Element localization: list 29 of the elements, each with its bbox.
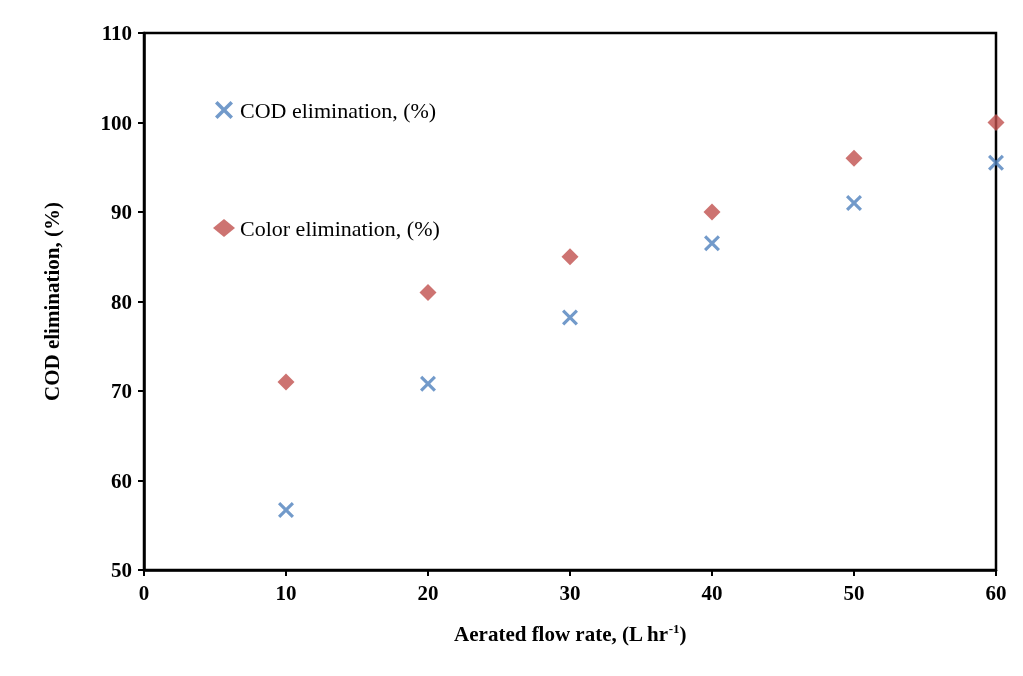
y-tick-label: 50 bbox=[111, 558, 132, 582]
legend-label: Color elimination, (%) bbox=[240, 215, 440, 241]
x-tick-label: 60 bbox=[985, 580, 1007, 605]
y-tick-label: 90 bbox=[111, 200, 132, 224]
point bbox=[420, 375, 436, 392]
point bbox=[846, 195, 862, 212]
y-tick-label: 80 bbox=[111, 289, 132, 314]
x-tick-label: 0 bbox=[138, 580, 150, 605]
x-tick-label: 20 bbox=[417, 580, 439, 605]
y-tick-label: 110 bbox=[101, 21, 132, 45]
y-axis-title: COD elimination, (%) bbox=[39, 202, 64, 401]
point bbox=[703, 203, 721, 221]
y-tick-label: 70 bbox=[111, 379, 132, 403]
point bbox=[845, 149, 863, 167]
x-tick-label: 50 bbox=[843, 580, 865, 605]
x-tick-label: 30 bbox=[559, 580, 581, 605]
point bbox=[987, 114, 1005, 131]
point bbox=[278, 502, 294, 519]
x-tick-label: 40 bbox=[701, 580, 723, 605]
point bbox=[561, 248, 579, 266]
legend-label: COD elimination, (%) bbox=[240, 97, 437, 123]
y-tick-label: 100 bbox=[100, 110, 132, 135]
point bbox=[562, 309, 578, 326]
point bbox=[419, 284, 437, 302]
point bbox=[704, 235, 720, 252]
x-tick-label: 10 bbox=[275, 580, 297, 605]
y-tick-label: 60 bbox=[111, 468, 132, 493]
point bbox=[277, 373, 295, 391]
point bbox=[988, 154, 1004, 171]
